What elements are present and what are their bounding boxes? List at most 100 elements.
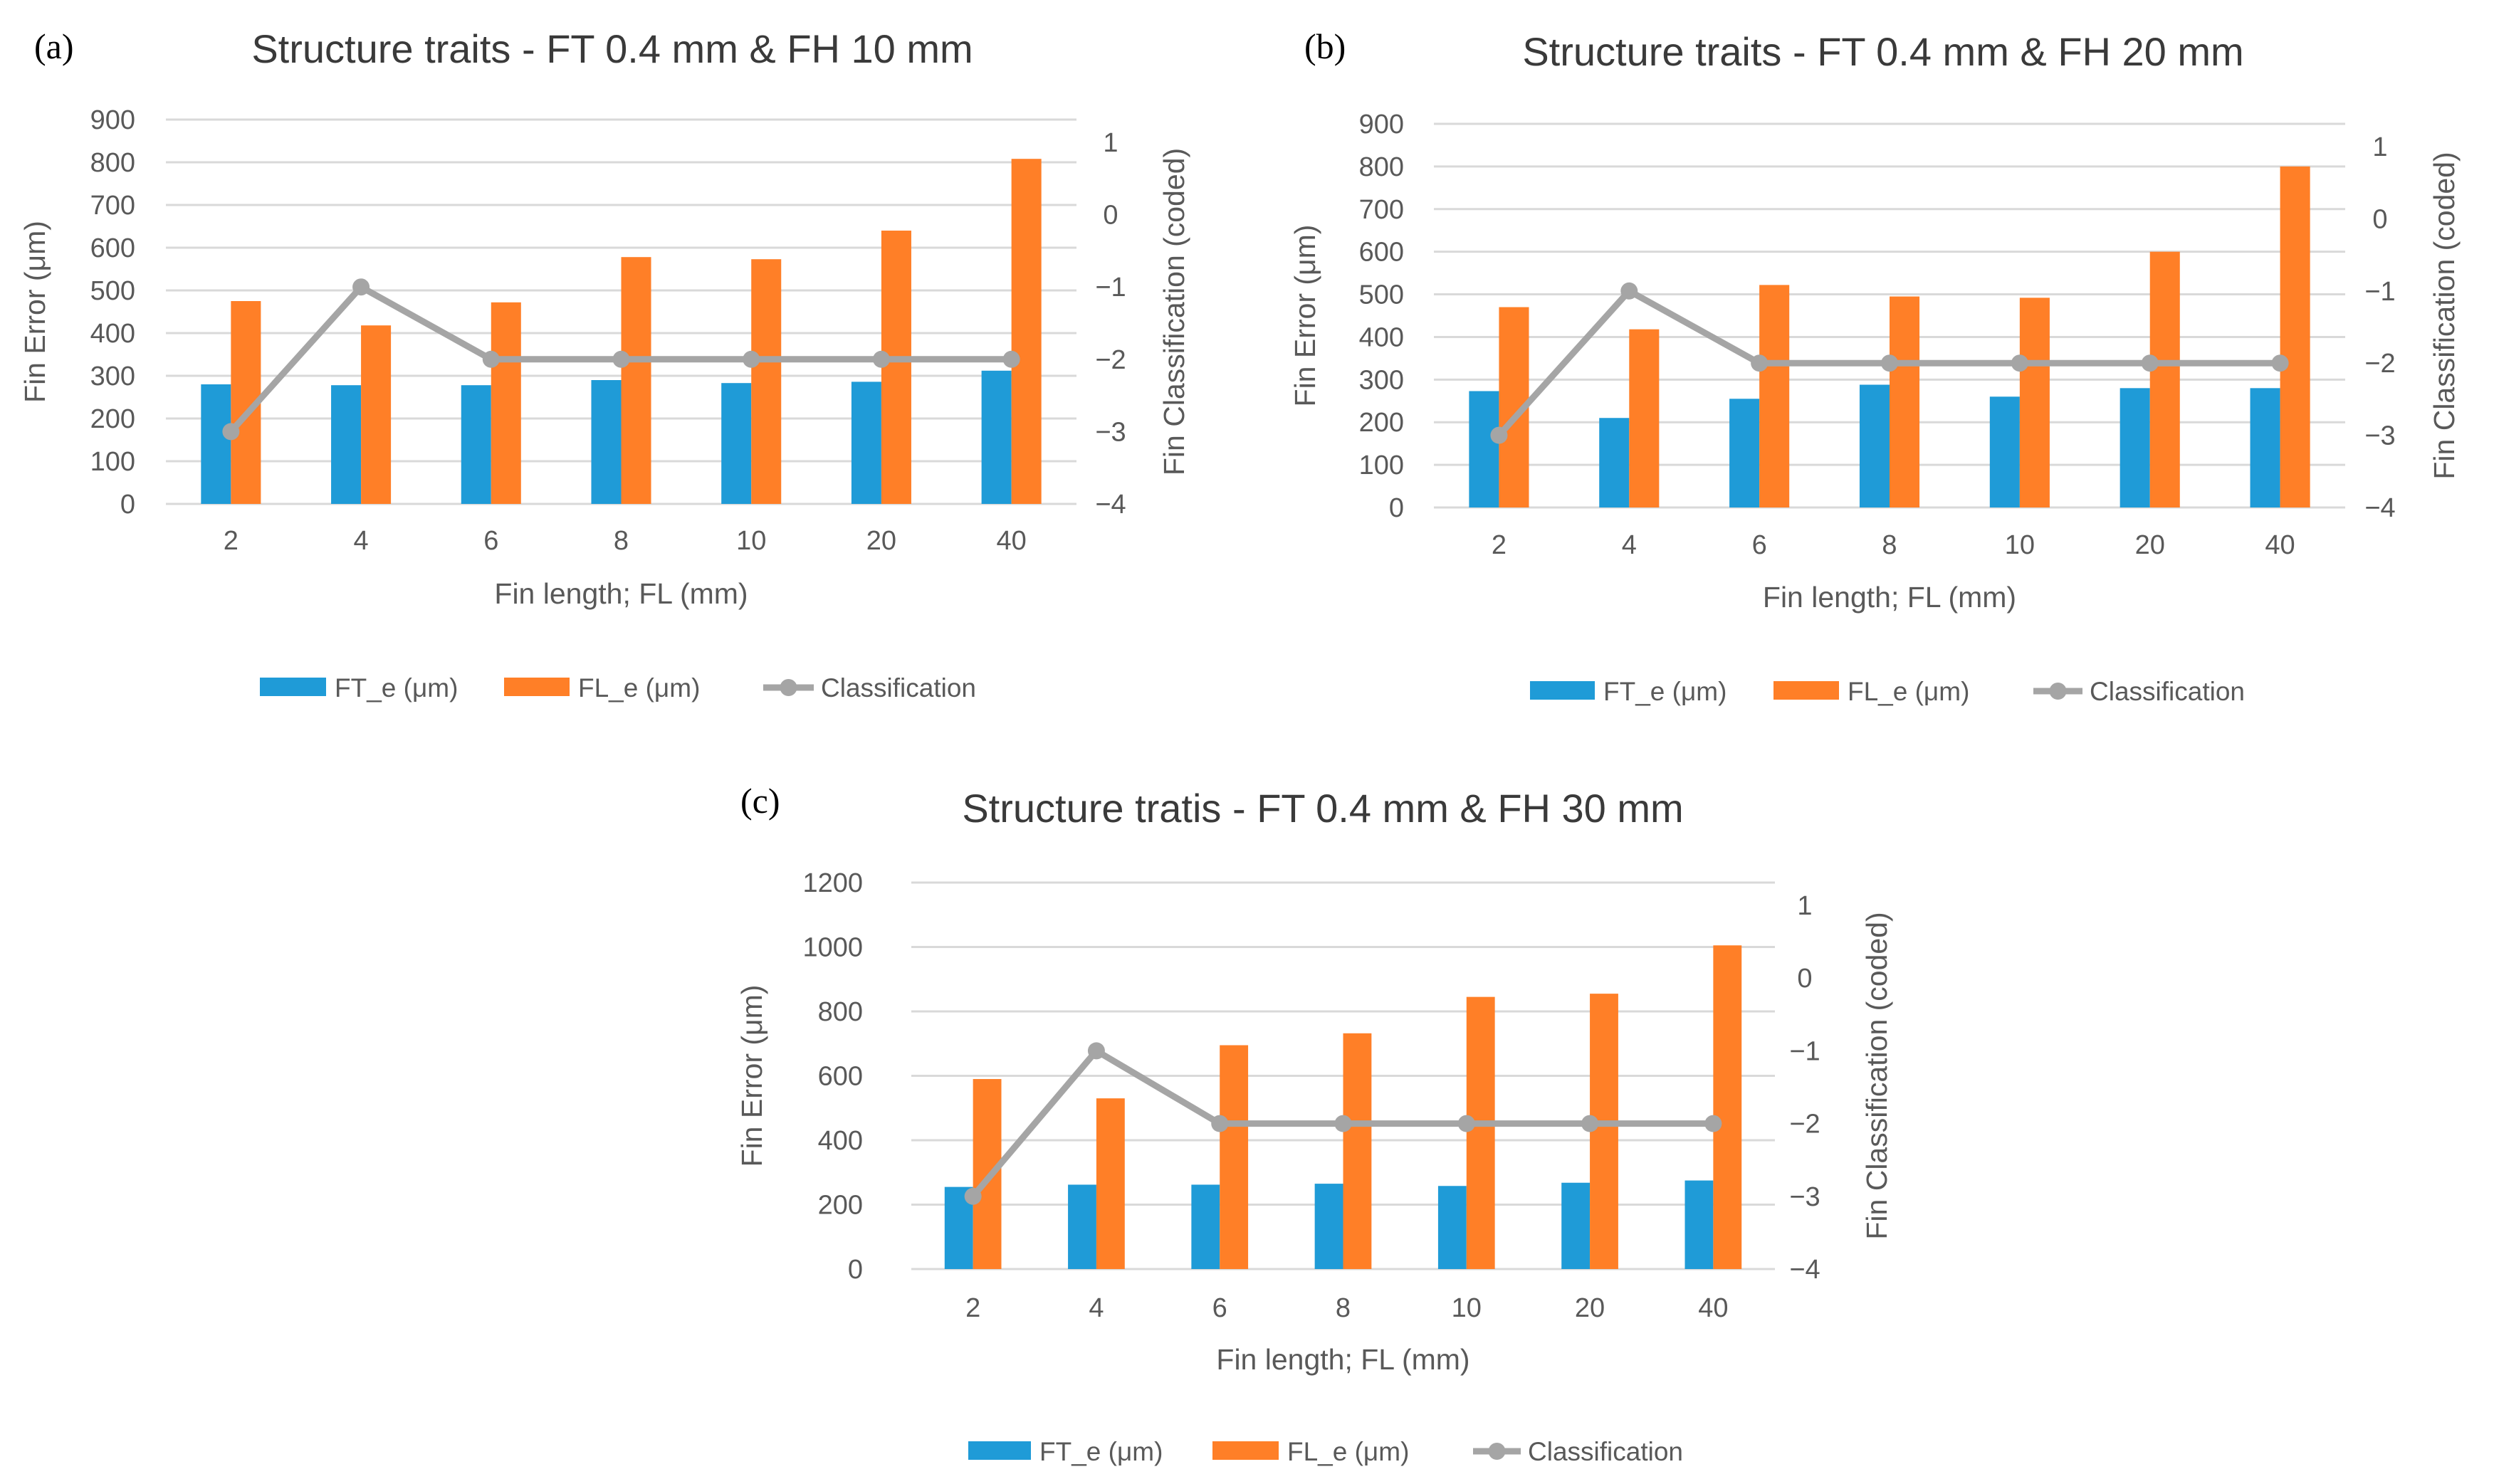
y2-tick-label: −2 xyxy=(1095,345,1126,375)
chart-title: Structure traits - FT 0.4 mm & FH 20 mm xyxy=(1522,29,2243,74)
x-axis-label: Fin length; FL (mm) xyxy=(1763,581,2016,614)
x-tick-label: 4 xyxy=(1622,530,1637,560)
y2-tick-label: −1 xyxy=(1095,273,1126,302)
classification-point xyxy=(1490,426,1508,444)
classification-point xyxy=(2141,354,2159,372)
y2-tick-label: −1 xyxy=(1789,1036,1820,1066)
ft-e-bar xyxy=(1314,1184,1343,1269)
y2-tick-label: −4 xyxy=(2364,493,2395,523)
y-axis-label: Fin Error (μm) xyxy=(735,985,768,1167)
y-tick-label: 600 xyxy=(818,1062,863,1092)
legend-marker xyxy=(1488,1443,1506,1460)
x-tick-label: 2 xyxy=(224,526,239,556)
fl-e-bar xyxy=(621,257,651,504)
classification-point xyxy=(612,350,630,368)
fl-e-bar xyxy=(1890,296,1920,507)
fl-e-bar xyxy=(1220,1045,1249,1269)
y2-tick-label: −2 xyxy=(2364,349,2395,379)
legend-swatch xyxy=(260,678,326,696)
y-tick-label: 800 xyxy=(90,148,135,178)
y-tick-label: 400 xyxy=(818,1126,863,1156)
fl-e-bar xyxy=(1759,285,1790,507)
x-axis-label: Fin length; FL (mm) xyxy=(494,577,748,610)
ft-e-bar xyxy=(1729,399,1760,507)
ft-e-bar xyxy=(1191,1184,1220,1269)
legend-swatch xyxy=(1773,681,1839,700)
ft-e-bar xyxy=(2250,388,2280,507)
ft-e-bar xyxy=(1859,384,1890,507)
y2-tick-label: −3 xyxy=(1789,1182,1820,1212)
classification-point xyxy=(964,1187,982,1205)
y-tick-label: 500 xyxy=(90,276,135,306)
x-tick-label: 2 xyxy=(1492,530,1507,560)
y-tick-label: 0 xyxy=(120,490,135,520)
fl-e-bar xyxy=(491,302,521,504)
y2-tick-label: −3 xyxy=(2364,421,2395,451)
y-tick-label: 600 xyxy=(1359,238,1404,268)
chart-title: Structure traits - FT 0.4 mm & FH 10 mm xyxy=(251,26,973,71)
ft-e-bar xyxy=(1437,1186,1467,1269)
y-tick-label: 200 xyxy=(818,1191,863,1221)
legend-label: FT_e (μm) xyxy=(335,673,458,702)
classification-point xyxy=(222,423,240,441)
fl-e-bar xyxy=(751,259,782,504)
x-tick-label: 4 xyxy=(354,526,369,556)
y2-tick-label: −4 xyxy=(1095,490,1126,520)
fl-e-bar xyxy=(1713,945,1742,1269)
classification-point xyxy=(1087,1042,1105,1060)
fl-e-bar xyxy=(1096,1098,1125,1269)
classification-point xyxy=(1002,350,1020,368)
x-tick-label: 6 xyxy=(483,526,498,556)
fl-e-bar xyxy=(973,1079,1002,1269)
classification-point xyxy=(1620,282,1638,300)
x-tick-label: 40 xyxy=(2265,530,2295,560)
legend-marker xyxy=(2049,683,2067,700)
ft-e-bar xyxy=(1989,396,2020,507)
classification-point xyxy=(1881,354,1898,372)
legend-marker xyxy=(780,679,797,696)
classification-point xyxy=(743,350,760,368)
ft-e-bar xyxy=(591,380,622,504)
classification-point xyxy=(482,350,500,368)
y2-tick-label: −2 xyxy=(1789,1110,1820,1140)
x-tick-label: 40 xyxy=(1698,1293,1728,1323)
ft-e-bar xyxy=(1561,1182,1591,1269)
legend-label: Classification xyxy=(821,673,976,702)
x-tick-label: 6 xyxy=(1212,1293,1227,1323)
classification-point xyxy=(1581,1115,1599,1132)
classification-point xyxy=(1211,1115,1229,1132)
y-tick-label: 700 xyxy=(90,191,135,221)
x-tick-label: 2 xyxy=(965,1293,980,1323)
legend-swatch xyxy=(1530,681,1595,700)
x-tick-label: 20 xyxy=(2135,530,2165,560)
x-tick-label: 10 xyxy=(2005,530,2035,560)
legend: FT_e (μm) FL_e (μm) Classification xyxy=(260,673,976,702)
legend-label: Classification xyxy=(1528,1437,1683,1466)
y2-tick-label: −3 xyxy=(1095,417,1126,447)
classification-point xyxy=(1751,354,1769,372)
classification-point xyxy=(2271,354,2289,372)
legend-swatch xyxy=(968,1441,1031,1460)
x-tick-label: 40 xyxy=(997,526,1027,556)
fl-e-bar xyxy=(1343,1033,1372,1269)
classification-point xyxy=(1334,1115,1352,1132)
y-tick-label: 300 xyxy=(1359,365,1404,395)
y2-axis-label: Fin Classification (coded) xyxy=(2428,152,2461,479)
chart-title: Structure tratis - FT 0.4 mm & FH 30 mm xyxy=(962,786,1683,831)
panel-b: (b) Structure traits - FT 0.4 mm & FH 20 … xyxy=(1289,26,2461,706)
y2-tick-label: 1 xyxy=(1797,891,1812,921)
y2-tick-label: −4 xyxy=(1789,1255,1820,1285)
x-tick-label: 6 xyxy=(1752,530,1767,560)
y2-tick-label: 1 xyxy=(2372,132,2387,162)
ft-e-bar xyxy=(1685,1180,1714,1269)
x-tick-label: 20 xyxy=(1575,1293,1605,1323)
legend-label: FL_e (μm) xyxy=(1848,677,1969,706)
y-tick-label: 100 xyxy=(90,447,135,477)
y-tick-label: 500 xyxy=(1359,280,1404,310)
y2-axis-label: Fin Classification (coded) xyxy=(1158,148,1190,475)
ft-e-bar xyxy=(1599,418,1630,507)
y-tick-label: 1000 xyxy=(802,933,863,963)
y-axis-label: Fin Error (μm) xyxy=(1289,225,1321,407)
fl-e-bar xyxy=(361,325,392,504)
